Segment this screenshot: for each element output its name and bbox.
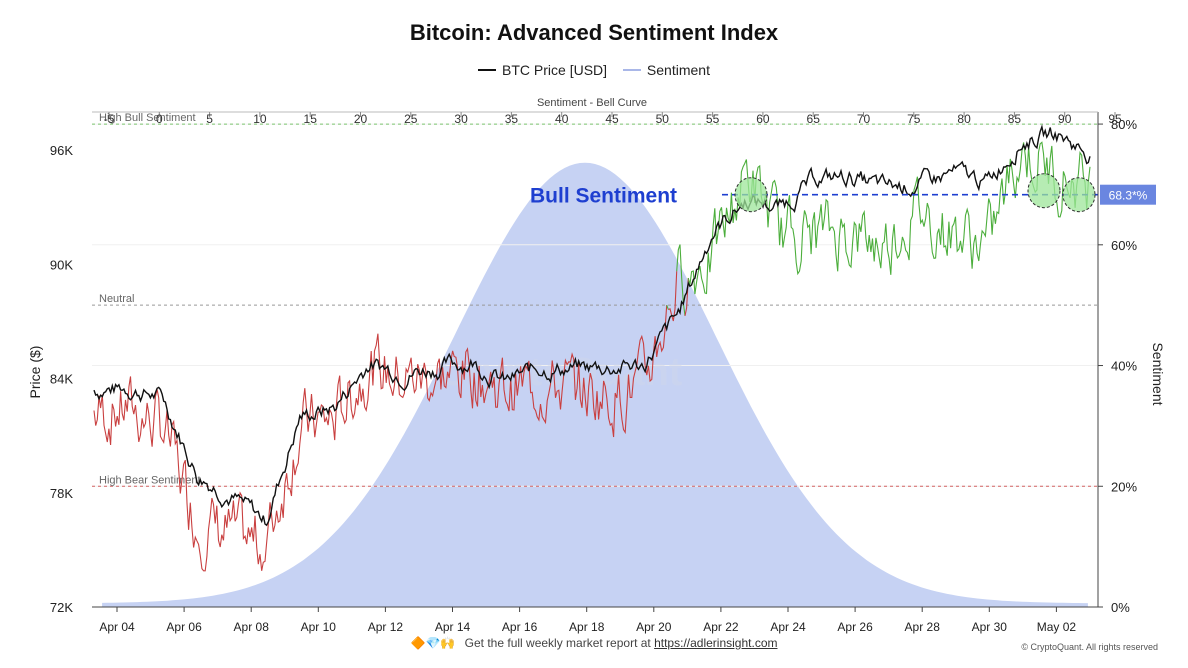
bull-highlight-circle — [1027, 173, 1061, 209]
top-tick-label: 75 — [907, 112, 921, 126]
top-tick-label: 0 — [156, 112, 163, 126]
legend-item-price[interactable]: BTC Price [USD] — [478, 62, 607, 78]
top-tick-label: 40 — [555, 112, 569, 126]
left-tick-label: 96K — [50, 143, 73, 158]
sentiment-line-bull — [687, 141, 1091, 295]
top-tick-label: 35 — [505, 112, 519, 126]
top-tick-label: 5 — [206, 112, 213, 126]
top-tick-label: 90 — [1058, 112, 1072, 126]
left-tick-label: 72K — [50, 600, 73, 615]
top-tick-label: 20 — [354, 112, 368, 126]
bull-value-label: 68.3*% — [1109, 189, 1148, 203]
legend-swatch-sentiment — [622, 69, 641, 71]
reference-line-label: Neutral — [99, 293, 134, 305]
bull-sentiment-label: Bull Sentiment — [530, 185, 677, 208]
top-tick-label: 80 — [957, 112, 971, 126]
footer-promo: 🔶💎🙌 Get the full weekly market report at… — [0, 636, 1188, 650]
reference-lines-layer: High Bull Sentiment Neutral High Bear Sent… — [92, 112, 1098, 487]
x-tick-label: Apr 22 — [703, 620, 739, 634]
sentiment-line-bull — [666, 305, 669, 310]
bell-curve-layer — [102, 162, 1088, 607]
promo-link[interactable]: https://adlerinsight.com — [654, 636, 778, 650]
x-tick-label: Apr 18 — [569, 620, 605, 634]
top-axis-title: Sentiment - Bell Curve — [537, 97, 647, 109]
left-tick-label: 78K — [50, 486, 73, 501]
top-tick-label: 30 — [454, 112, 468, 126]
top-tick-label: 55 — [706, 112, 720, 126]
bull-highlight-circle — [1062, 177, 1096, 213]
sentiment-line-bear — [668, 271, 678, 322]
top-tick-label: 50 — [656, 112, 670, 126]
left-tick-label: 84K — [50, 372, 73, 387]
reference-line-label: High Bear Sentiment — [99, 474, 201, 486]
promo-text: Get the full weekly market report at — [464, 636, 651, 650]
top-tick-label: 15 — [304, 112, 318, 126]
right-tick-label: 20% — [1111, 479, 1137, 494]
x-tick-label: Apr 10 — [301, 620, 337, 634]
price-line — [93, 124, 1091, 527]
top-tick-label: -5 — [104, 112, 115, 126]
x-tick-label: Apr 16 — [502, 620, 538, 634]
left-axis-title: Price ($) — [27, 346, 43, 399]
top-tick-label: 65 — [807, 112, 821, 126]
x-tick-label: Apr 20 — [636, 620, 672, 634]
top-tick-label: 25 — [404, 112, 418, 126]
reference-line-label: High Bull Sentiment — [99, 112, 196, 124]
legend-swatch-price — [478, 69, 497, 71]
chart-title: Bitcoin: Advanced Sentiment Index — [409, 20, 779, 45]
x-tick-label: Apr 06 — [166, 620, 202, 634]
price-series-layer — [93, 124, 1091, 527]
bell-curve-area — [102, 162, 1088, 607]
x-tick-label: Apr 28 — [905, 620, 941, 634]
bull-annotation-layer: Bull Sentiment 68.3*% — [530, 173, 1156, 213]
legend-label-sentiment: Sentiment — [646, 62, 710, 78]
bull-value-badge — [1100, 184, 1156, 205]
right-tick-label: 40% — [1111, 359, 1137, 374]
legend-label-price: BTC Price [USD] — [502, 62, 608, 78]
chart-legend: BTC Price [USD] Sentiment — [0, 58, 1188, 78]
promo-emoji-icons: 🔶💎🙌 — [410, 636, 456, 650]
x-tick-label: Apr 08 — [234, 620, 270, 634]
axes-layer: 72K 78K 84K 90K 96K Price ($) 0% 20% 40% 60% 80% Se… — [27, 97, 1166, 634]
copyright-notice: © CryptoQuant. All rights reserved — [1021, 642, 1158, 652]
top-tick-label: 45 — [605, 112, 619, 126]
x-tick-label: Apr 26 — [837, 620, 873, 634]
x-tick-label: Apr 14 — [435, 620, 471, 634]
x-tick-label: Apr 24 — [770, 620, 806, 634]
top-tick-label: 70 — [857, 112, 871, 126]
bull-highlight-circle — [734, 177, 768, 213]
x-tick-label: Apr 12 — [368, 620, 404, 634]
x-tick-label: Apr 04 — [99, 620, 135, 634]
right-tick-label: 80% — [1111, 117, 1137, 132]
top-tick-label: 10 — [253, 112, 267, 126]
x-tick-label: May 02 — [1037, 620, 1077, 634]
top-tick-label: 60 — [756, 112, 770, 126]
x-tick-label: Apr 30 — [972, 620, 1008, 634]
top-tick-label: 85 — [1008, 112, 1022, 126]
legend-item-sentiment[interactable]: Sentiment — [622, 62, 710, 78]
right-tick-label: 60% — [1111, 238, 1137, 253]
right-tick-label: 0% — [1111, 600, 1130, 615]
sentiment-line-bear — [93, 305, 668, 572]
top-tick-label: 95 — [1108, 112, 1122, 126]
left-tick-label: 90K — [50, 257, 73, 272]
right-axis-title: Sentiment — [1150, 342, 1166, 405]
